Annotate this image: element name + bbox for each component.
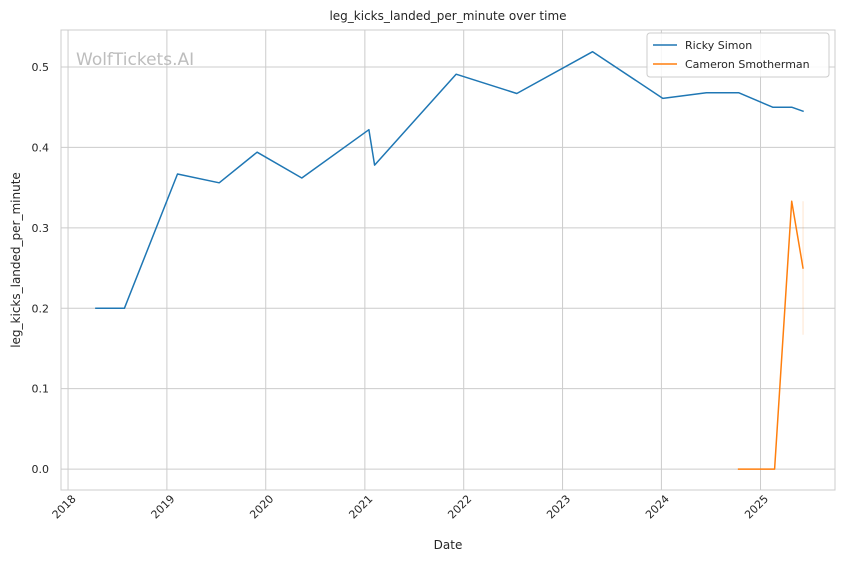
x-grid [67,30,762,490]
legend-entry: Ricky Simon [685,39,752,52]
y-tick-labels: 0.0 0.1 0.2 0.3 0.4 0.5 [32,61,50,476]
legend: Ricky Simon Cameron Smotherman [646,32,830,78]
y-tick-label: 0.4 [32,141,50,154]
y-tick-label: 0.3 [32,222,50,235]
x-axis-label: Date [434,538,463,552]
chart-title: leg_kicks_landed_per_minute over time [329,9,566,23]
y-tick-label: 0.5 [32,61,50,74]
plot-frame [60,29,836,491]
y-axis-label: leg_kicks_landed_per_minute [9,172,23,348]
y-tick-label: 0.1 [32,383,50,396]
series-layer [95,50,804,470]
series-line [95,50,804,310]
watermark: WolfTickets.AI [76,50,194,70]
y-tick-label: 0.0 [32,463,50,476]
y-tick-label: 0.2 [32,302,50,315]
series-line [737,200,804,470]
legend-entry: Cameron Smotherman [685,58,810,71]
legend-box [646,32,830,78]
